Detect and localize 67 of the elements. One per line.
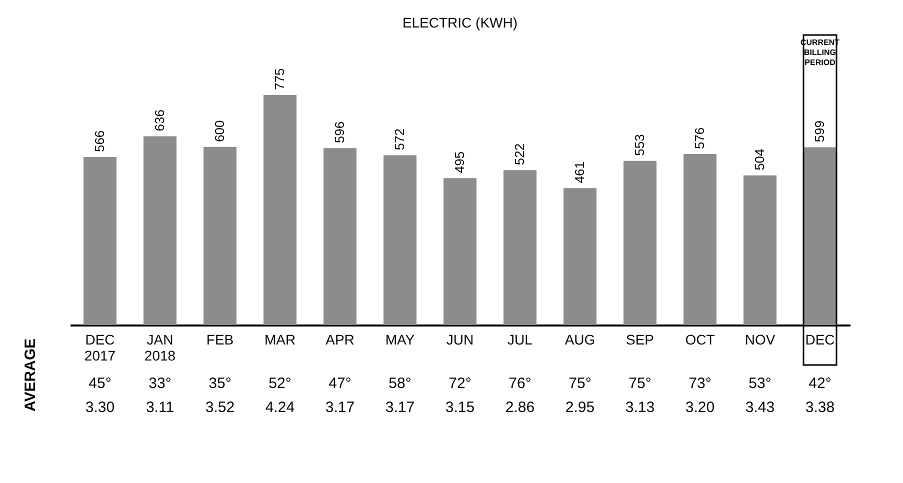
text: 3.13 [625, 399, 655, 416]
text: 35° [208, 375, 232, 392]
text: 2.86 [505, 399, 535, 416]
text: 75° [568, 375, 592, 392]
data-label: 504 [752, 148, 767, 170]
bar [504, 170, 536, 325]
text: 3.17 [385, 399, 415, 416]
x-tick-label: FEB [206, 332, 234, 348]
bar [324, 148, 356, 325]
text: 47° [328, 375, 352, 392]
x-tick-label: MAY [385, 332, 416, 348]
x-tick-label: DEC 2017 [84, 332, 116, 364]
data-label: 553 [632, 134, 647, 156]
bar [744, 175, 776, 325]
data-label: 461 [572, 161, 587, 184]
text: 52° [268, 375, 292, 392]
text: 3.52 [205, 399, 235, 416]
text: AVERAGE [22, 338, 39, 412]
text: 3.17 [325, 399, 355, 416]
text: 42° [808, 375, 832, 392]
bar [204, 146, 236, 325]
text: 76° [508, 375, 532, 392]
bar [684, 154, 716, 325]
text: 3.15 [445, 399, 475, 416]
text: 3.11 [146, 399, 174, 416]
text: 45° [88, 375, 112, 392]
data-label: 600 [212, 120, 227, 142]
x-tick-label: MAR [264, 332, 296, 348]
x-tick-label: SEP [626, 332, 654, 348]
data-label: 636 [152, 110, 167, 132]
data-label: 572 [392, 128, 407, 150]
bar [384, 155, 416, 325]
x-tick-label: AUG [564, 332, 596, 348]
chart-title: ELECTRIC (KWH) [402, 14, 518, 30]
text: 72° [448, 375, 472, 392]
text: 3.38 [805, 399, 835, 416]
data-label: 522 [512, 143, 527, 166]
x-tick-label: JUL [508, 332, 533, 348]
text: 3.30 [85, 399, 115, 416]
data-label: 576 [692, 127, 707, 150]
text: 75° [628, 375, 652, 392]
text: 3.20 [685, 399, 715, 416]
x-tick-label: OCT [685, 332, 716, 348]
bar [84, 157, 116, 325]
x-tick-label: DEC [805, 332, 835, 348]
data-label: 596 [332, 121, 347, 144]
bar [624, 160, 656, 325]
text: 2.95 [565, 399, 595, 416]
x-tick-label: NOV [744, 332, 776, 348]
text: 58° [388, 375, 412, 392]
data-label: 566 [92, 130, 107, 152]
x-tick-label: APR [326, 332, 354, 348]
bar [144, 136, 176, 325]
text: 4.24 [265, 399, 295, 416]
x-tick-label: JAN 2018 [144, 332, 176, 364]
text: 53° [748, 375, 772, 392]
data-label: 599 [812, 120, 827, 142]
bar [264, 95, 296, 325]
data-label: 775 [272, 68, 287, 90]
bar [804, 147, 836, 325]
text: 73° [688, 375, 712, 392]
text: 3.43 [745, 399, 775, 416]
data-label: 495 [452, 151, 467, 174]
bar [564, 188, 596, 325]
x-tick-label: JUN [446, 332, 474, 348]
text: 33° [148, 375, 172, 392]
bar [444, 178, 476, 325]
